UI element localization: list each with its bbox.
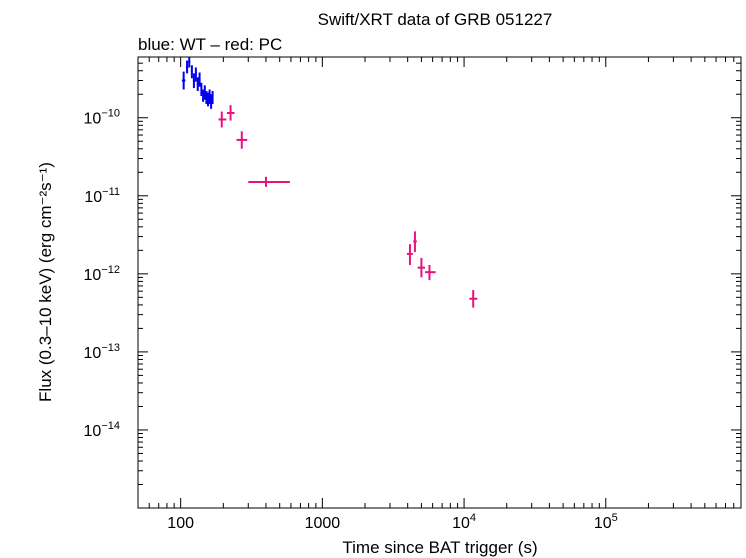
- data-point-wt: [190, 65, 193, 79]
- y-tick-label: 10−10: [84, 108, 120, 128]
- data-point-pc: [469, 290, 478, 308]
- y-axis-label: Flux (0.3–10 keV) (erg cm⁻²s⁻¹): [36, 162, 55, 402]
- x-ticks: [137, 57, 742, 508]
- y-tick-label: 10−14: [84, 420, 120, 440]
- data-point-wt: [200, 82, 203, 96]
- y-tick-labels: 10−10 10−11 10−12 10−13 10−14: [84, 108, 120, 440]
- data-point-pc: [226, 105, 235, 121]
- data-point-wt: [203, 85, 206, 100]
- data-point-wt: [181, 71, 186, 90]
- y-ticks: [138, 56, 741, 509]
- y-tick-label: 10−12: [84, 264, 120, 284]
- data-points: [181, 57, 478, 308]
- y-tick-label: 10−11: [84, 186, 120, 206]
- x-tick-labels: 100 1000 104 105: [167, 512, 617, 532]
- data-point-wt: [207, 92, 210, 107]
- data-point-wt: [211, 91, 214, 104]
- x-tick-label: 100: [167, 515, 194, 532]
- x-tick-label: 1000: [305, 515, 341, 532]
- plot-frame: [137, 56, 742, 509]
- data-point-pc: [218, 111, 227, 128]
- x-axis-label: Time since BAT trigger (s): [342, 538, 537, 557]
- data-point-wt: [192, 73, 195, 89]
- data-point-pc: [236, 131, 248, 149]
- data-point-wt: [196, 77, 199, 92]
- data-point-wt: [194, 67, 197, 82]
- x-tick-label: 105: [594, 512, 618, 532]
- data-point-wt: [188, 57, 191, 68]
- chart-title: Swift/XRT data of GRB 051227: [318, 10, 553, 29]
- data-point-pc: [417, 257, 425, 278]
- data-point-wt: [208, 89, 211, 104]
- data-point-pc: [248, 176, 290, 187]
- data-point-wt: [202, 89, 205, 102]
- y-tick-label: 10−13: [84, 342, 120, 362]
- data-point-pc: [406, 244, 413, 265]
- data-point-pc: [424, 264, 436, 281]
- data-point-wt: [198, 72, 201, 87]
- data-point-wt: [185, 60, 189, 74]
- data-point-wt: [205, 91, 208, 104]
- x-tick-label: 104: [452, 512, 476, 532]
- data-point-pc: [413, 231, 417, 253]
- chart-subtitle: blue: WT – red: PC: [138, 35, 282, 54]
